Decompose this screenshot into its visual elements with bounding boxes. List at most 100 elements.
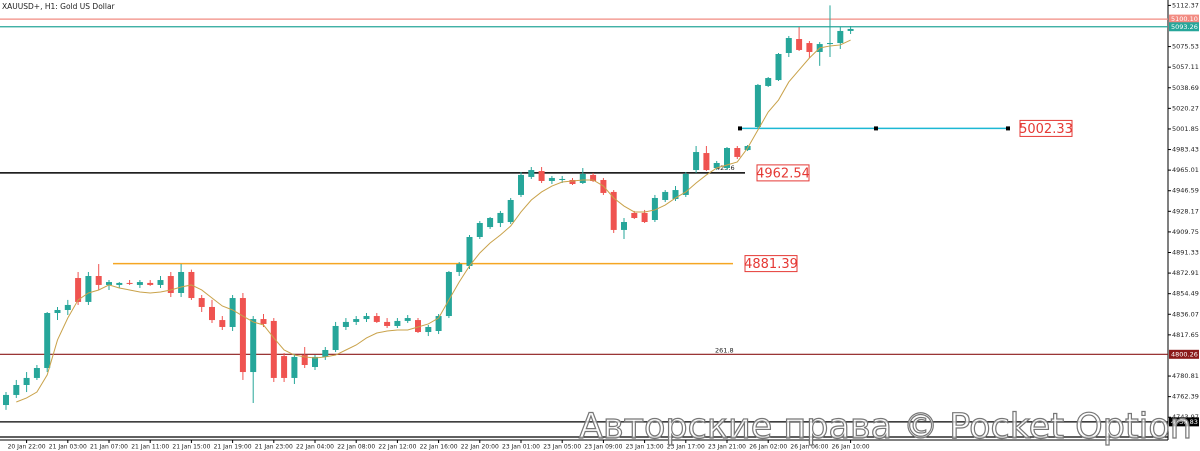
candle-body bbox=[456, 264, 463, 272]
candle-body bbox=[54, 309, 61, 314]
candle-body bbox=[476, 223, 483, 237]
candle-body bbox=[198, 298, 205, 307]
axis-price-tag bbox=[1169, 349, 1199, 359]
x-tick-label: 21 Jan 19:00 bbox=[214, 444, 252, 451]
y-tick-label: 4946.59 bbox=[1172, 187, 1199, 195]
x-tick-label: 23 Jan 21:00 bbox=[708, 444, 746, 451]
candle-body bbox=[322, 350, 329, 357]
candle-body bbox=[435, 316, 442, 332]
x-tick-label: 21 Jan 23:00 bbox=[255, 444, 293, 451]
x-tick-label: 22 Jan 04:00 bbox=[296, 444, 334, 451]
candle-body bbox=[260, 319, 267, 324]
x-tick-label: 21 Jan 07:00 bbox=[90, 444, 128, 451]
x-tick-label: 26 Jan 06:00 bbox=[790, 444, 828, 451]
candle-body bbox=[847, 28, 854, 31]
y-tick-label: 4928.17 bbox=[1172, 207, 1199, 215]
x-tick-label: 22 Jan 12:00 bbox=[378, 444, 416, 451]
candle-body bbox=[507, 199, 514, 223]
price-tag bbox=[756, 164, 810, 182]
y-tick-label: 4854.49 bbox=[1172, 290, 1199, 298]
candle-body bbox=[281, 356, 288, 378]
candle-body bbox=[827, 43, 833, 45]
axis-price-label: 4739.83 bbox=[1171, 418, 1198, 426]
candle-body bbox=[631, 212, 638, 218]
candle-body bbox=[239, 298, 246, 373]
candle-body bbox=[785, 38, 792, 53]
x-tick-label: 23 Jan 13:00 bbox=[626, 444, 664, 451]
x-tick-label: 26 Jan 02:00 bbox=[749, 444, 787, 451]
candle-body bbox=[291, 356, 298, 378]
axis-price-tag bbox=[1169, 417, 1199, 427]
axis-price-label: 4800.26 bbox=[1171, 350, 1198, 358]
candle-body bbox=[219, 320, 226, 327]
candle-body bbox=[528, 170, 535, 177]
price-tag bbox=[744, 255, 798, 273]
candle-body bbox=[713, 162, 720, 169]
y-tick-label: 4872.91 bbox=[1172, 269, 1199, 277]
x-tick-label: 23 Jan 01:00 bbox=[502, 444, 540, 451]
candle-body bbox=[734, 148, 741, 157]
candle-body bbox=[703, 153, 710, 171]
candle-body bbox=[312, 356, 318, 368]
candle-body bbox=[116, 282, 123, 285]
candle-body bbox=[796, 39, 803, 50]
candle-body bbox=[641, 212, 648, 223]
candle-body bbox=[13, 385, 20, 395]
candle-body bbox=[404, 318, 411, 321]
candle-body bbox=[610, 191, 617, 230]
x-tick-label: 20 Jan 22:00 bbox=[8, 444, 46, 451]
candle-body bbox=[384, 321, 391, 326]
axis-price-label: 5093.26 bbox=[1171, 23, 1198, 31]
candle-body bbox=[415, 320, 421, 333]
candle-body bbox=[765, 78, 772, 86]
candle-body bbox=[106, 282, 112, 285]
candle-body bbox=[270, 320, 277, 378]
y-tick-label: 5112.37 bbox=[1172, 1, 1199, 9]
candle-body bbox=[682, 173, 689, 195]
y-tick-label: 5020.27 bbox=[1172, 104, 1199, 112]
candle-body bbox=[590, 174, 597, 181]
x-tick-label: 23 Jan 17:00 bbox=[667, 444, 705, 451]
candle-body bbox=[44, 313, 51, 369]
watermark: Авторские права © Pocket Option bbox=[579, 407, 1192, 447]
fib-label: 261.8 bbox=[715, 346, 734, 354]
candle-body bbox=[147, 282, 154, 285]
y-tick-label: 4909.75 bbox=[1172, 228, 1199, 236]
y-tick-label: 5001.85 bbox=[1172, 125, 1199, 133]
candle-body bbox=[548, 177, 555, 181]
candle-body bbox=[332, 325, 339, 351]
candle-body bbox=[724, 148, 730, 169]
price-tag-label: 4881.39 bbox=[744, 257, 798, 272]
y-tick-label: 4965.01 bbox=[1172, 166, 1199, 174]
y-tick-label: 5075.53 bbox=[1172, 43, 1199, 51]
candle-body bbox=[353, 319, 360, 322]
candle-body bbox=[425, 326, 432, 333]
candle-body bbox=[229, 298, 236, 327]
x-tick-label: 21 Jan 03:00 bbox=[49, 444, 87, 451]
candle-body bbox=[445, 271, 452, 317]
x-tick-label: 26 Jan 10:00 bbox=[832, 444, 870, 451]
x-tick-label: 22 Jan 08:00 bbox=[337, 444, 375, 451]
y-tick-label: 4836.07 bbox=[1172, 310, 1199, 318]
candle-body bbox=[3, 394, 9, 406]
candle-body bbox=[342, 321, 349, 327]
candle-body bbox=[209, 306, 215, 321]
x-tick-label: 21 Jan 11:00 bbox=[131, 444, 169, 451]
candle-body bbox=[178, 271, 185, 293]
anchor-point bbox=[874, 126, 878, 131]
candle-body bbox=[373, 316, 380, 322]
moving-average bbox=[16, 39, 851, 403]
candle-body bbox=[837, 30, 844, 44]
y-tick-label: 5057.11 bbox=[1172, 63, 1199, 71]
candle-body bbox=[167, 276, 174, 293]
axis-price-tag bbox=[1169, 14, 1199, 24]
candle-body bbox=[621, 222, 627, 230]
candle-body bbox=[672, 190, 679, 199]
y-tick-label: 4983.43 bbox=[1172, 146, 1199, 154]
candle-body bbox=[95, 276, 102, 285]
candle-body bbox=[651, 197, 658, 220]
axis-price-tag bbox=[1169, 22, 1199, 32]
candle-body bbox=[126, 282, 133, 284]
candle-body bbox=[301, 355, 308, 365]
